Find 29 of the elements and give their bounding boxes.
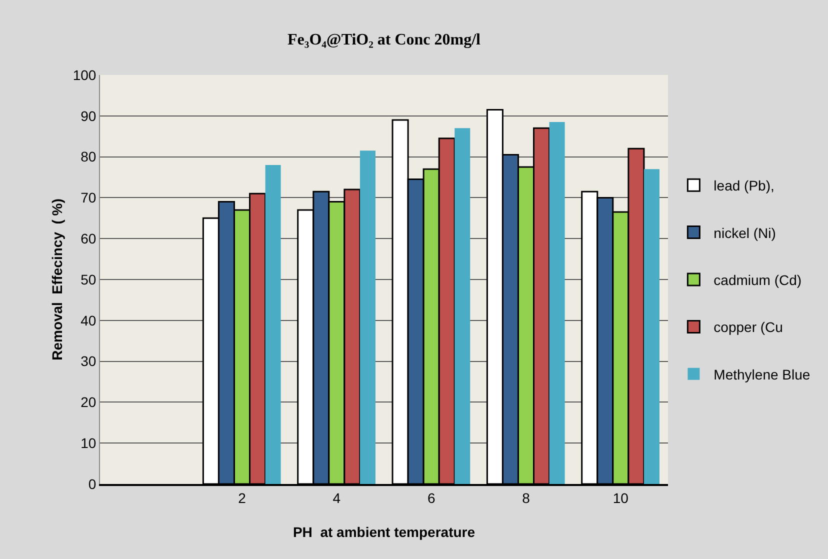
chart-title: Fe₃O₄@TiO₂ at Conc 20mg/l: [288, 32, 482, 49]
y-tick-label: 10: [80, 435, 96, 451]
bar: [360, 150, 376, 484]
y-tick-label: 20: [80, 394, 96, 410]
x-axis-title: PH at ambient temperature: [292, 524, 476, 540]
x-tick-label: 4: [332, 490, 341, 506]
y-tick-label: 70: [80, 190, 96, 206]
y-tick-label: 30: [80, 353, 96, 370]
y-tick-label: 50: [80, 271, 96, 288]
y-axis-title: Removal Effecincy ( %): [49, 198, 65, 360]
bar: [549, 122, 565, 484]
y-tick-label: 100: [72, 66, 96, 83]
legend-label: copper (Cu: [714, 319, 783, 336]
legend-label: cadmium (Cd): [714, 272, 802, 288]
y-tick-label: 90: [80, 108, 96, 124]
x-tick-label: 10: [612, 490, 629, 506]
y-tick-label: 0: [88, 476, 96, 492]
x-tick-label: 8: [522, 490, 530, 506]
legend-label: Methylene Blue: [714, 366, 810, 382]
x-tick-label: 6: [427, 490, 436, 506]
y-tick-label: 80: [80, 148, 96, 165]
y-tick-label: 40: [80, 312, 96, 328]
x-tick-label: 2: [238, 490, 246, 506]
bar: [454, 128, 470, 484]
y-tick-label: 60: [80, 230, 96, 246]
bar: [644, 169, 660, 484]
legend-label: nickel (Ni): [714, 224, 776, 241]
legend-label: lead (Pb),: [714, 178, 774, 194]
bar: [265, 164, 281, 484]
